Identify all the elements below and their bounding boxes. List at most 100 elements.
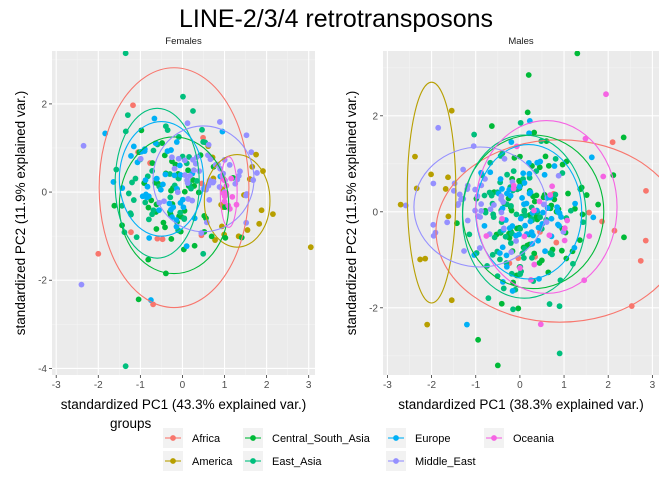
point-america [256,220,263,227]
point-europe [177,199,184,206]
point-east-asia [521,255,527,261]
point-europe [168,147,174,153]
point-central-south-asia [525,72,532,78]
point-east-asia [166,171,173,177]
point-america [424,321,431,328]
point-oceania [531,261,538,268]
legend-label: Africa [192,433,221,445]
legend-key-point [170,435,176,441]
point-europe [142,177,149,184]
point-oceania [564,217,571,224]
point-oceania [546,232,553,239]
point-central-south-asia [185,167,191,174]
point-east-asia [122,51,129,57]
point-europe [554,204,561,211]
ellipse-oceania [475,120,618,294]
y-axis-title: standardized PC2 (11.5% explained var.) [344,91,359,335]
point-europe [499,244,506,251]
point-east-asia [132,175,139,182]
y-tick-label: 2 [372,111,378,122]
point-europe [556,222,562,229]
panel-title: Females [165,36,202,47]
y-axis-title: standardized PC2 (11.9% explained var.) [13,91,28,335]
point-central-south-asia [538,257,545,264]
point-europe [541,171,548,178]
legend-key-point [170,458,176,464]
point-europe [526,190,533,197]
y-tick-label: 2 [41,99,47,110]
point-central-south-asia [536,164,543,171]
point-europe [535,224,542,231]
point-middle-east [187,172,193,179]
point-oceania [531,207,537,214]
point-europe [526,170,533,177]
point-east-asia [190,108,196,114]
point-europe [509,288,516,294]
point-east-asia [482,209,489,216]
point-oceania [536,198,543,205]
point-america [448,107,455,114]
point-oceania [221,193,228,200]
legend-label: East_Asia [272,456,322,468]
legend-key-point [393,458,399,464]
point-middle-east [477,214,484,220]
point-east-asia [125,190,132,197]
point-central-south-asia [498,300,505,307]
point-middle-east [174,189,181,196]
point-oceania [521,233,528,240]
point-east-asia [177,209,184,216]
point-europe [523,200,530,207]
point-east-asia [149,211,156,218]
point-east-asia [521,245,528,252]
point-central-south-asia [583,192,590,198]
point-europe [527,218,534,225]
point-europe [141,148,148,154]
point-central-south-asia [168,187,174,194]
x-tick-label: -2 [94,380,103,391]
x-tick-label: -1 [136,380,145,391]
point-oceania [561,237,568,244]
point-east-asia [200,250,207,257]
point-america [445,213,452,220]
point-middle-east [555,172,562,179]
point-east-asia [130,197,137,203]
point-america [442,186,449,192]
x-tick-label: 1 [561,380,567,391]
point-east-asia [500,285,507,292]
point-africa [95,250,102,257]
point-europe [572,200,578,207]
point-europe [558,214,564,220]
point-central-south-asia [160,219,167,226]
point-central-south-asia [181,188,188,195]
legend-item-middle-east: Middle_East [386,451,476,471]
point-east-asia [167,194,174,201]
point-oceania [517,265,523,271]
point-east-asia [122,363,129,370]
point-middle-east [235,172,242,179]
point-europe [503,263,510,270]
point-east-asia [517,225,524,232]
point-europe [177,172,184,178]
legend-item-central-south-asia: Central_South_Asia [243,428,371,448]
point-oceania [561,225,568,232]
point-europe [528,229,535,236]
point-east-asia [510,168,517,175]
legend-key-point [250,435,256,441]
point-east-asia [567,207,574,214]
point-east-asia [502,233,509,240]
x-tick-label: -2 [427,380,436,391]
point-middle-east [460,166,467,173]
main-title: LINE-2/3/4 retrotransposons [179,5,493,33]
point-europe [497,176,504,182]
point-europe [130,143,137,150]
point-central-south-asia [574,51,581,57]
legend-label: Oceania [513,433,555,445]
point-oceania [603,91,609,98]
point-europe [481,222,488,229]
point-central-south-asia [145,204,152,211]
x-tick-label: 0 [517,380,523,391]
point-america [212,237,218,243]
point-central-south-asia [162,224,168,231]
point-middle-east [181,157,188,164]
